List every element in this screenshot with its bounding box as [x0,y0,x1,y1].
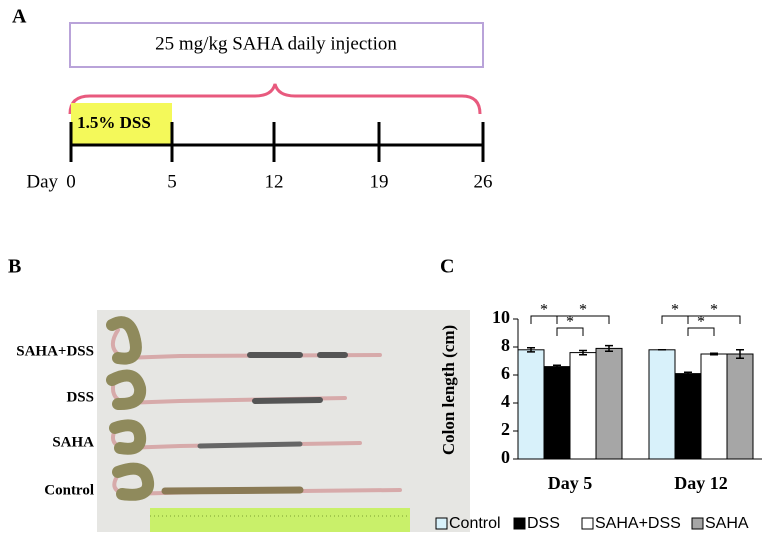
injection-box [69,22,484,68]
brace [68,83,482,115]
bar [648,349,676,460]
error-bar [684,371,692,376]
ruler [150,508,410,532]
significance-bracket [556,315,610,324]
cecum [106,369,147,411]
cecum [106,316,142,365]
legend-label: SAHA+DSS [595,515,681,532]
group-label: DSS [66,389,94,405]
panel-label: C [440,256,454,278]
bar [517,349,545,460]
significance-bracket [687,315,741,324]
legend-label: SAHA [705,515,749,532]
significance-bracket [687,327,715,336]
day-label: 5 [167,171,177,192]
injection-text: 25 mg/kg SAHA daily injection [155,33,397,54]
day-word: Day [26,171,58,192]
error-bar [605,344,613,352]
y-tick-label: 4 [501,391,510,411]
group-label: Control [44,482,94,498]
day-label: 26 [474,171,493,192]
x-tick-label: Day 5 [548,473,593,493]
legend-swatch [581,517,594,530]
panel-label: A [12,6,27,28]
error-bar [579,349,587,356]
y-tick-label: 10 [492,307,510,327]
legend-swatch [435,517,448,530]
legend-label: Control [449,515,501,532]
day-label: 0 [66,171,76,192]
group-label: SAHA+DSS [16,343,94,359]
error-bar [736,349,744,359]
y-tick-label: 6 [501,363,510,383]
x-tick-label: Day 12 [674,473,728,493]
stool [252,397,323,404]
panel-label: B [8,256,21,278]
bar [569,352,597,460]
y-tick-label: 0 [501,447,510,467]
significance-label: * [579,302,587,319]
photo [97,310,470,532]
bar [543,366,571,460]
dss-period [71,103,172,145]
colons [106,316,402,501]
significance-label: * [540,302,548,319]
bar [700,353,728,460]
cecum [112,462,155,501]
dss-text: 1.5% DSS [77,113,151,132]
legend-label: DSS [527,515,560,532]
day-label: 19 [370,171,389,192]
day-label: 12 [265,171,284,192]
bar [674,373,702,460]
significance-bracket [556,327,584,336]
significance-label: * [566,314,574,331]
significance-label: * [697,314,705,331]
bar [726,353,754,460]
error-bar [710,352,718,356]
error-bar [527,346,535,353]
cecum [109,419,147,455]
significance-label: * [710,302,718,319]
bar [595,347,623,460]
legend-swatch [691,517,704,530]
stool [161,486,304,495]
legend-swatch [513,517,526,530]
stool [197,441,303,449]
group-label: SAHA [52,434,94,450]
significance-label: * [671,302,679,319]
y-tick-label: 2 [501,419,510,439]
error-bar [553,364,561,369]
y-tick-label: 8 [501,335,510,355]
y-axis-label: Colon length (cm) [439,325,458,455]
